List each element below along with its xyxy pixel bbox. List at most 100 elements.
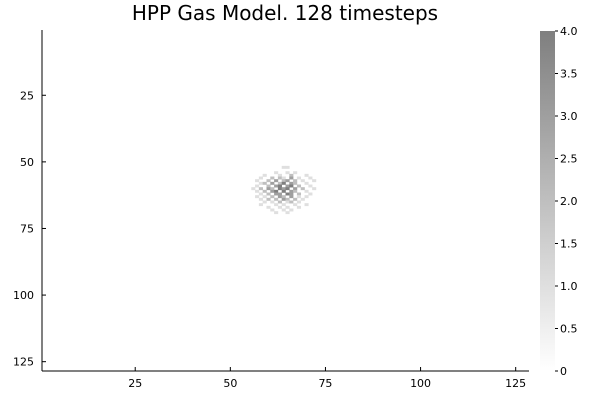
- heatmap-cell: [258, 187, 263, 191]
- colorbar-tick-label: 4.0: [560, 25, 578, 38]
- heatmap-cell: [255, 189, 260, 193]
- heatmap-cell: [270, 208, 275, 212]
- plot-area: 25 50 75 100 125 25 50 75 100 125: [13, 30, 529, 390]
- heatmap-cell: [266, 184, 271, 188]
- y-axis-ticks: 25 50 75 100 125: [13, 89, 46, 369]
- heatmap-cell: [285, 187, 290, 191]
- x-tick-label: 50: [223, 377, 237, 390]
- heatmap-cell: [270, 195, 275, 199]
- heatmap-cell: [270, 189, 275, 193]
- heatmap-cell: [285, 184, 290, 188]
- heatmap-cell: [274, 171, 279, 175]
- heatmap-cell: [266, 192, 271, 196]
- heatmap-cell: [308, 184, 313, 188]
- heatmap-cell: [296, 176, 302, 180]
- heatmap-cell: [289, 189, 294, 193]
- heatmap-cell: [293, 187, 298, 191]
- heatmap-cell: [274, 197, 279, 201]
- heatmap-cell: [304, 181, 309, 185]
- heatmap-cell: [274, 184, 279, 188]
- heatmap-cell: [277, 200, 282, 204]
- heatmap-cell: [289, 195, 294, 199]
- heatmap-cell: [289, 173, 294, 177]
- heatmap-cell: [270, 187, 275, 191]
- heatmap-cell: [266, 187, 271, 191]
- heatmap-cell: [293, 181, 298, 185]
- heatmap-cell: [277, 173, 282, 177]
- heatmap-cell: [281, 176, 286, 180]
- chart-title: HPP Gas Model. 128 timesteps: [132, 1, 438, 25]
- colorbar-gradient: [540, 31, 555, 371]
- colorbar-tick-label: 3.5: [560, 68, 578, 81]
- heatmap-cell: [293, 197, 298, 201]
- heatmap-cell: [258, 203, 263, 207]
- x-tick-label: 25: [128, 377, 142, 390]
- heatmap-cell: [293, 189, 298, 193]
- heatmap-cell: [258, 176, 263, 180]
- colorbar-tick-label: 2.5: [560, 153, 578, 166]
- heatmap-cell: [289, 208, 294, 212]
- heatmap-cell: [308, 192, 313, 196]
- heatmap-cell: [258, 192, 263, 196]
- heatmap-cell: [289, 192, 294, 196]
- colorbar-tick-label: 0.5: [560, 323, 578, 336]
- heatmap-cell: [255, 195, 260, 199]
- heatmap-cell: [304, 173, 309, 177]
- heatmap-cell: [277, 205, 282, 209]
- heatmap-cell: [266, 179, 271, 183]
- heatmap-cell: [285, 179, 290, 183]
- heatmap-cell: [285, 200, 290, 204]
- heatmap-cell: [255, 184, 260, 188]
- colorbar-ticks: 0 0.5 1.0 1.5 2.0 2.5 3.0 3.5 4.0: [555, 25, 578, 378]
- heatmap-cell: [281, 165, 286, 169]
- heatmap-cell: [266, 197, 271, 201]
- heatmap-cell: [281, 197, 286, 201]
- heatmap-cell: [289, 181, 294, 185]
- heatmap-cell: [296, 205, 302, 209]
- heatmap-cell: [258, 197, 263, 201]
- heatmap-cell: [281, 179, 286, 183]
- heatmap-cell: [304, 195, 309, 199]
- heatmap-cell: [277, 181, 282, 185]
- colorbar: 0 0.5 1.0 1.5 2.0 2.5 3.0 3.5 4.0: [540, 25, 578, 378]
- heatmap-cell: [277, 192, 282, 196]
- heatmap-cell: [296, 184, 302, 188]
- colorbar-tick-label: 0: [560, 365, 567, 378]
- heatmap-cell: [262, 195, 267, 199]
- y-tick-label: 125: [13, 356, 34, 369]
- heatmap-cell: [285, 205, 290, 209]
- colorbar-tick-label: 2.0: [560, 195, 578, 208]
- heatmap-cell: [274, 211, 279, 215]
- heatmap-cell: [281, 203, 286, 207]
- heatmap-cell: [270, 200, 275, 204]
- heatmap-cell: [262, 173, 267, 177]
- heatmap-cell: [281, 189, 286, 193]
- heatmap-cell: [296, 195, 302, 199]
- heatmap-cell: [296, 192, 302, 196]
- heatmap-cell: [262, 189, 267, 193]
- colorbar-tick-label: 3.0: [560, 110, 578, 123]
- heatmap-cell: [281, 195, 286, 199]
- heatmap-cell: [308, 176, 313, 180]
- x-axis-ticks: 25 50 75 100 125: [128, 367, 526, 390]
- heatmap-cell: [289, 200, 294, 204]
- heatmap-cell: [255, 179, 260, 183]
- heatmap-cell: [285, 165, 290, 169]
- heatmap-cell: [293, 171, 298, 175]
- heatmap-cell: [274, 179, 279, 183]
- heatmap-cell: [304, 203, 309, 207]
- heatmap-cell: [300, 179, 305, 183]
- y-tick-label: 25: [20, 89, 34, 102]
- heatmap-cell: [312, 179, 317, 183]
- x-tick-label: 100: [410, 377, 431, 390]
- heatmap-cell: [285, 171, 290, 175]
- heatmap-cell: [296, 200, 302, 204]
- colorbar-tick-label: 1.5: [560, 238, 578, 251]
- colorbar-tick-label: 1.0: [560, 280, 578, 293]
- heatmap-cell: [274, 203, 279, 207]
- x-tick-label: 75: [318, 377, 332, 390]
- heatmap-cell: [270, 176, 275, 180]
- y-tick-label: 75: [20, 222, 34, 235]
